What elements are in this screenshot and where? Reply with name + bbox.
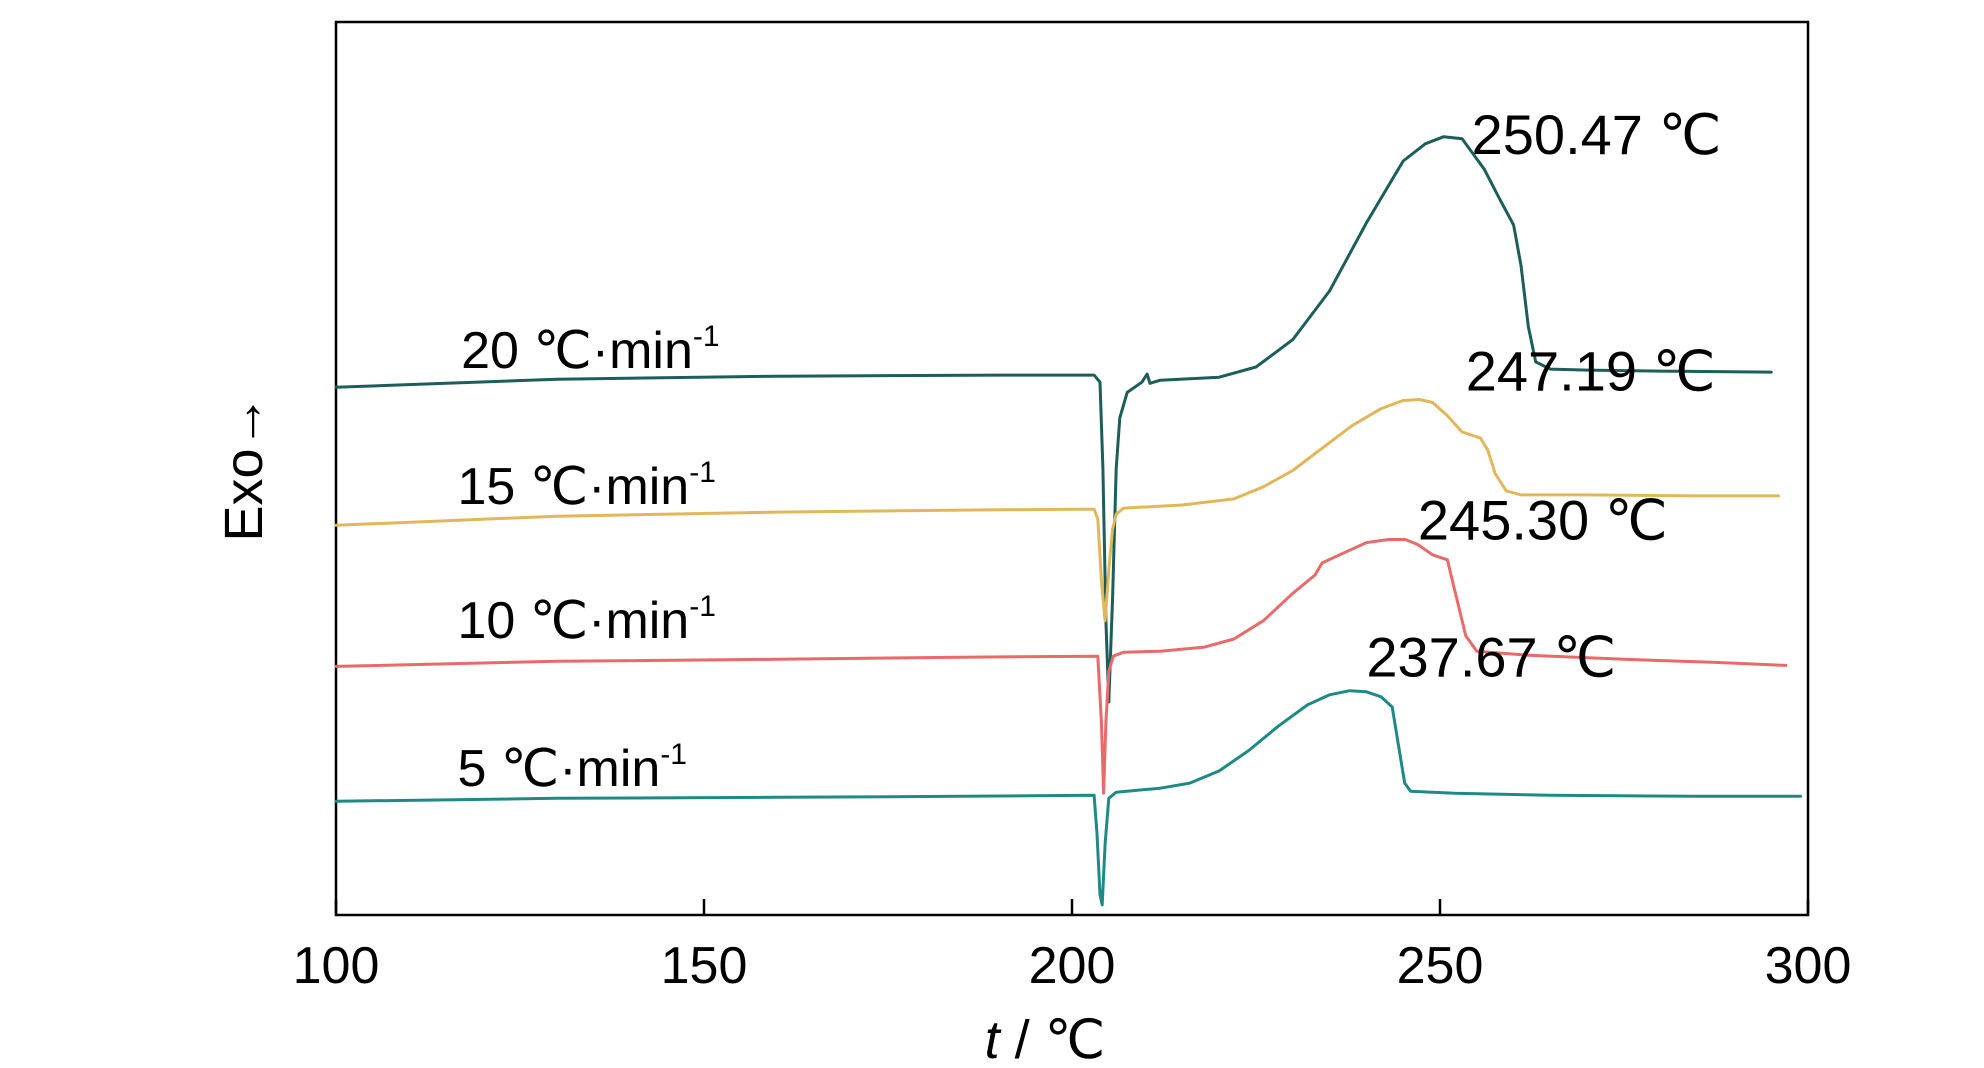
series-line-1 [334,398,1781,623]
series-label-0: 20 ℃·min-1 [461,320,719,380]
series-line-0 [334,135,1773,704]
peak-label-2: 245.30 ℃ [1418,489,1668,552]
series-line-3 [334,689,1803,907]
x-tick-label-150: 150 [661,937,748,995]
x-ticks: 100 150 200 250 300 [293,899,1852,995]
series-layer [334,135,1803,907]
x-tick-label-250: 250 [1397,937,1484,995]
x-tick-label-300: 300 [1765,937,1852,995]
series-labels: 20 ℃·min-1 250.47 ℃ 15 ℃·min-1 247.19 ℃ 10 ℃… [457,103,1721,798]
x-tick-label-200: 200 [1029,937,1116,995]
x-axis-label-italic: t [985,1010,1002,1063]
x-tick-label-100: 100 [293,937,380,995]
x-axis-label: t / ℃ [985,1010,1106,1063]
series-label-2: 10 ℃·min-1 [457,590,715,650]
x-axis-label-unit: / ℃ [1000,1010,1106,1063]
y-axis-label: Exo→ [214,394,274,541]
peak-label-1: 247.19 ℃ [1466,339,1716,402]
peak-label-0: 250.47 ℃ [1472,103,1722,166]
series-label-3: 5 ℃·min-1 [457,738,687,798]
series-label-1: 15 ℃·min-1 [457,456,715,516]
peak-label-3: 237.67 ℃ [1366,626,1616,689]
series-line-2 [334,538,1788,795]
